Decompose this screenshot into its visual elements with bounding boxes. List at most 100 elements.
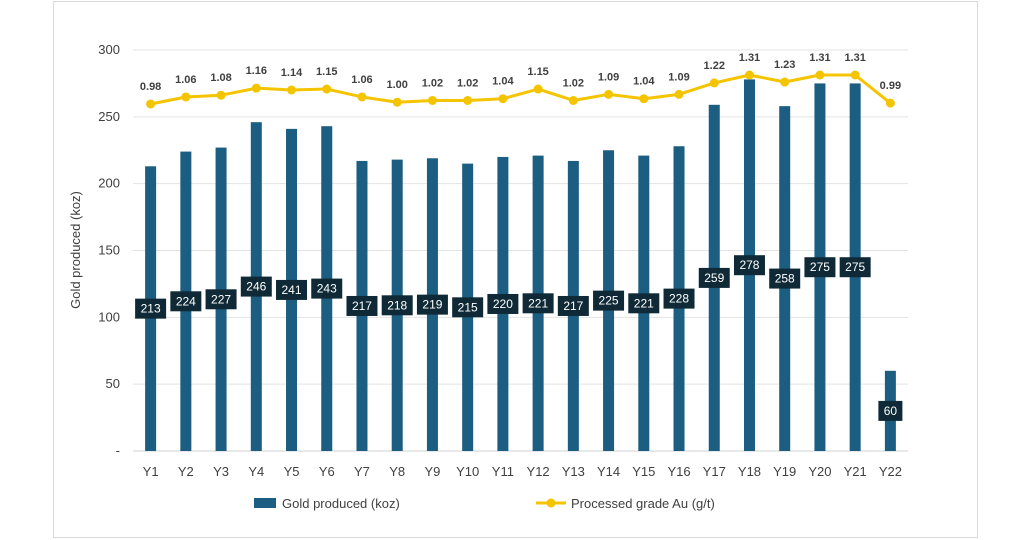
bar-data-label-box: [698, 267, 730, 288]
bar-data-label: 246: [246, 280, 266, 294]
bar-data-label: 220: [493, 297, 513, 311]
grade-point: [885, 98, 895, 108]
grade-point: [463, 95, 473, 105]
grade-point: [744, 70, 754, 80]
bar-data-label: 259: [704, 271, 724, 285]
grade-point: [181, 92, 191, 102]
bar-data-label: 60: [884, 404, 898, 418]
legend-label-grade: Processed grade Au (g/t): [571, 496, 715, 511]
x-tick-label: Y19: [773, 464, 796, 479]
grade-data-label: 1.15: [316, 66, 337, 78]
x-tick-label: Y4: [248, 464, 264, 479]
grade-data-label: 1.06: [175, 74, 196, 86]
x-tick-label: Y18: [738, 464, 761, 479]
grade-data-label: 1.31: [844, 52, 865, 64]
bar-data-label-box: [522, 293, 554, 314]
grade-point: [639, 94, 649, 104]
grade-point: [604, 89, 614, 99]
grade-data-label: 1.16: [246, 65, 267, 77]
y-tick-label: 250: [98, 109, 120, 124]
bar-data-label-box: [311, 278, 343, 299]
bar-data-label: 258: [775, 272, 795, 286]
bar-data-label-box: [205, 289, 237, 310]
bar-data-label: 243: [317, 282, 337, 296]
grade-point: [674, 89, 684, 99]
bar-data-label: 227: [211, 292, 231, 306]
grade-point: [287, 85, 297, 95]
grade-data-label: 1.14: [281, 67, 303, 79]
grade-data-label: 1.02: [457, 77, 478, 89]
grade-data-label: 1.22: [704, 60, 725, 72]
grade-point: [146, 99, 156, 109]
grade-data-label: 1.23: [774, 59, 795, 71]
x-tick-label: Y12: [527, 464, 550, 479]
x-tick-label: Y5: [284, 464, 300, 479]
y-tick-label: 150: [98, 243, 120, 258]
bar-data-label-box: [628, 293, 660, 314]
x-tick-label: Y16: [667, 464, 690, 479]
grade-line: [150, 73, 892, 106]
bar-data-label-box: [733, 255, 765, 276]
grade-point: [427, 95, 437, 105]
y-tick-label: 300: [98, 42, 120, 57]
x-tick-label: Y20: [808, 464, 831, 479]
y-tick-label: 100: [98, 309, 120, 324]
bar-data-label: 218: [387, 298, 407, 312]
bar-data-label: 217: [563, 299, 583, 313]
bar-data-label-box: [878, 400, 903, 421]
x-tick-label: Y15: [632, 464, 655, 479]
bar-data-label-box: [346, 295, 378, 316]
bar-data-label-box: [593, 290, 625, 311]
grade-point: [322, 84, 332, 94]
bar-data-label-box: [170, 291, 202, 312]
x-tick-label: Y8: [389, 464, 405, 479]
grade-data-label: 1.04: [492, 76, 514, 88]
x-tick-label: Y14: [597, 464, 620, 479]
y-axis-label: Gold produced (koz): [68, 191, 83, 309]
grade-point: [850, 70, 860, 80]
grade-data-label: 1.04: [633, 76, 655, 88]
grade-data-label: 1.06: [351, 74, 372, 86]
x-tick-label: Y2: [178, 464, 194, 479]
bar-data-label: 278: [739, 258, 759, 272]
bar-data-label-box: [839, 257, 871, 278]
bar-data-label: 228: [669, 292, 689, 306]
grade-point: [709, 78, 719, 88]
bar-data-label: 275: [845, 260, 865, 274]
x-tick-label: Y7: [354, 464, 370, 479]
grade-point: [498, 94, 508, 104]
y-tick-label: -: [116, 443, 120, 458]
bar-data-label-box: [769, 268, 801, 289]
grade-point: [568, 95, 578, 105]
x-tick-label: Y3: [213, 464, 229, 479]
x-tick-label: Y1: [143, 464, 159, 479]
bar-data-label-box: [240, 276, 272, 297]
grade-data-label: 1.02: [563, 77, 584, 89]
bar-data-label: 219: [422, 298, 442, 312]
bar-data-label: 224: [176, 294, 196, 308]
grade-data-label: 1.08: [210, 72, 231, 84]
grade-data-label: 0.98: [140, 81, 161, 93]
bar-data-label: 241: [282, 283, 302, 297]
grade-data-label: 1.31: [809, 52, 830, 64]
chart-frame: 213 224 227 246 241 243 217 218 219 215 220 221 217 2…: [53, 1, 978, 538]
x-tick-label: Y10: [456, 464, 479, 479]
x-tick-label: Y21: [844, 464, 867, 479]
grade-point: [533, 84, 543, 94]
grade-point: [216, 90, 226, 100]
grade-point: [357, 92, 367, 102]
bar-data-label-box: [804, 257, 836, 278]
grade-data-label: 0.99: [880, 80, 901, 92]
x-tick-label: Y13: [562, 464, 585, 479]
bar-data-label: 275: [810, 260, 830, 274]
x-tick-label: Y11: [492, 464, 514, 479]
legend-swatch-gold-produced: [254, 498, 276, 508]
bar-data-label-box: [452, 297, 484, 318]
x-tick-label: Y17: [703, 464, 726, 479]
bar-data-label: 217: [352, 299, 372, 313]
grade-data-label: 1.02: [422, 77, 443, 89]
bar-data-label-box: [276, 279, 308, 300]
grade-point: [815, 70, 825, 80]
x-tick-label: Y22: [879, 464, 902, 479]
